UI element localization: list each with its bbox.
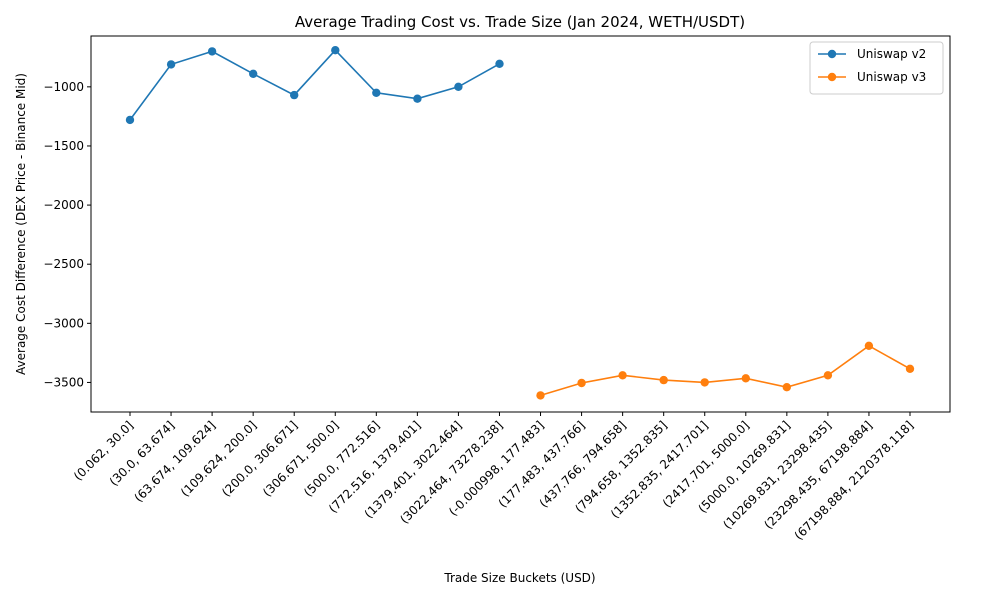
y-tick-label: −3500: [43, 375, 84, 389]
legend: Uniswap v2 Uniswap v3: [809, 41, 944, 95]
x-tick-label: (200.0, 306.671]: [219, 418, 300, 499]
x-axis-label: Trade Size Buckets (USD): [443, 571, 595, 585]
legend-box: [809, 41, 944, 95]
legend-marker: [827, 72, 837, 82]
legend-label: Uniswap v2: [857, 47, 926, 61]
data-point: [536, 391, 545, 400]
series-layer: [125, 46, 915, 400]
data-point: [125, 115, 135, 125]
x-tick-label: (109.624, 200.0]: [178, 418, 259, 499]
plot-area: [90, 35, 951, 413]
y-tick-label: −2000: [43, 198, 84, 212]
y-tick-label: −1000: [43, 80, 84, 94]
data-point: [454, 82, 463, 92]
legend-marker: [827, 49, 837, 59]
chart-title: Average Trading Cost vs. Trade Size (Jan…: [295, 13, 745, 31]
x-axis: (0.062, 30.0](30.0, 63.674](63.674, 109.…: [71, 412, 916, 543]
data-point: [166, 60, 176, 69]
data-point: [290, 90, 299, 100]
x-tick-label: (306.671, 500.0]: [260, 418, 341, 499]
data-point: [823, 371, 833, 380]
data-point: [577, 378, 586, 388]
data-point: [372, 88, 381, 98]
y-axis: −1000 −1500 −2000 −2500 −3000 −3500: [43, 80, 91, 389]
data-point: [331, 46, 340, 55]
data-point: [207, 47, 217, 56]
x-tick-label: (500.0, 772.516]: [301, 418, 382, 499]
data-point: [659, 375, 668, 385]
data-point: [905, 364, 915, 373]
data-point: [413, 94, 422, 103]
data-point: [700, 378, 709, 387]
data-point: [249, 69, 258, 79]
y-tick-label: −1500: [43, 139, 84, 153]
data-point: [782, 383, 791, 392]
data-point: [864, 341, 874, 350]
data-point: [495, 59, 504, 68]
y-tick-label: −3000: [43, 316, 84, 330]
data-point: [618, 371, 627, 380]
y-tick-label: −2500: [43, 257, 84, 271]
series-line-uniswap-v3: [540, 344, 911, 397]
series-line-uniswap-v2: [129, 49, 500, 121]
legend-label: Uniswap v3: [857, 70, 926, 84]
y-axis-label: Average Cost Difference (DEX Price - Bin…: [14, 73, 28, 375]
data-point: [741, 374, 750, 383]
